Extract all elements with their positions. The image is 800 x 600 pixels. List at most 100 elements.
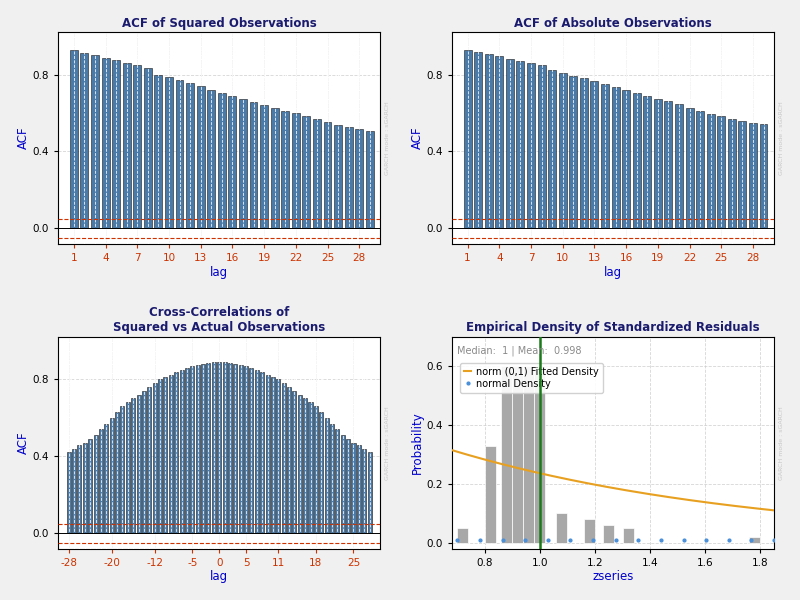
Bar [728, 119, 736, 229]
Bar [239, 99, 247, 229]
Bar [112, 60, 120, 229]
Bar [495, 56, 503, 229]
Bar [175, 80, 183, 229]
Bar [250, 102, 258, 229]
Bar [580, 78, 588, 229]
Bar [154, 74, 162, 229]
normal Density [475, 536, 485, 544]
Line: normal Density: normal Density [456, 538, 775, 541]
normal Density [566, 536, 575, 544]
Line: norm (0,1) Fitted Density: norm (0,1) Fitted Density [452, 450, 774, 511]
Bar [749, 122, 757, 229]
normal Density [770, 536, 779, 544]
norm (0,1) Fitted Density [533, 469, 542, 476]
Bar [229, 96, 236, 229]
Bar [102, 58, 110, 229]
Legend: norm (0,1) Fitted Density, normal Density: norm (0,1) Fitted Density, normal Densit… [460, 363, 603, 392]
Bar [334, 125, 342, 229]
Bar [330, 424, 334, 533]
norm (0,1) Fitted Density [447, 446, 457, 454]
normal Density [453, 536, 462, 544]
Bar [169, 376, 173, 533]
Text: GARCH mode : sGARCH: GARCH mode : sGARCH [779, 406, 784, 479]
normal Density [678, 536, 688, 544]
X-axis label: zseries: zseries [592, 571, 634, 583]
Bar [282, 383, 286, 533]
Bar [464, 50, 471, 229]
Bar [228, 363, 232, 533]
Bar [218, 93, 226, 229]
normal Density [634, 536, 643, 544]
Bar [696, 111, 704, 229]
Bar [134, 65, 142, 229]
Bar [502, 367, 512, 542]
Bar [366, 131, 374, 229]
Bar [99, 429, 103, 533]
Bar [351, 443, 355, 533]
Bar [355, 129, 363, 229]
Bar [174, 371, 178, 533]
Bar [335, 429, 339, 533]
Bar [665, 101, 672, 229]
Bar [314, 406, 318, 533]
Bar [185, 368, 189, 533]
Bar [485, 54, 493, 229]
Bar [323, 122, 331, 229]
Bar [633, 93, 641, 229]
Bar [222, 362, 226, 533]
Bar [325, 418, 329, 533]
norm (0,1) Fitted Density [770, 507, 779, 514]
Bar [601, 84, 609, 229]
Bar [319, 412, 323, 533]
Bar [346, 439, 350, 533]
Bar [362, 449, 366, 533]
Bar [212, 362, 216, 533]
Bar [270, 107, 278, 229]
Bar [121, 406, 125, 533]
Bar [357, 445, 361, 533]
Bar [512, 367, 523, 542]
Bar [527, 63, 535, 229]
Bar [718, 116, 726, 229]
Text: GARCH mode : sGARCH: GARCH mode : sGARCH [779, 101, 784, 175]
Bar [686, 107, 694, 229]
normal Density [498, 536, 507, 544]
Bar [70, 50, 78, 229]
Bar [72, 449, 76, 533]
Bar [534, 367, 546, 542]
Bar [603, 525, 614, 542]
norm (0,1) Fitted Density [466, 452, 476, 460]
Bar [88, 439, 92, 533]
Bar [144, 68, 152, 229]
Bar [104, 424, 108, 533]
Bar [287, 387, 291, 533]
Bar [345, 127, 353, 229]
Bar [207, 91, 215, 229]
Bar [292, 391, 297, 533]
Bar [201, 364, 205, 533]
Bar [474, 52, 482, 229]
Bar [584, 519, 595, 542]
Bar [675, 104, 683, 229]
Bar [83, 443, 87, 533]
normal Density [543, 536, 553, 544]
Bar [282, 110, 289, 229]
norm (0,1) Fitted Density [753, 505, 762, 512]
Bar [254, 370, 258, 533]
Bar [643, 95, 651, 229]
Bar [517, 61, 524, 229]
Bar [611, 87, 619, 229]
Bar [313, 119, 321, 229]
Title: ACF of Absolute Observations: ACF of Absolute Observations [514, 17, 712, 29]
Bar [276, 379, 280, 533]
Bar [485, 446, 496, 542]
Bar [131, 398, 135, 533]
Bar [147, 387, 151, 533]
norm (0,1) Fitted Density [460, 451, 470, 458]
Bar [163, 377, 167, 533]
Title: Cross-Correlations of
Squared vs Actual Observations: Cross-Correlations of Squared vs Actual … [113, 307, 326, 334]
Bar [238, 365, 242, 533]
Bar [158, 379, 162, 533]
Bar [190, 366, 194, 533]
Y-axis label: ACF: ACF [410, 127, 423, 149]
